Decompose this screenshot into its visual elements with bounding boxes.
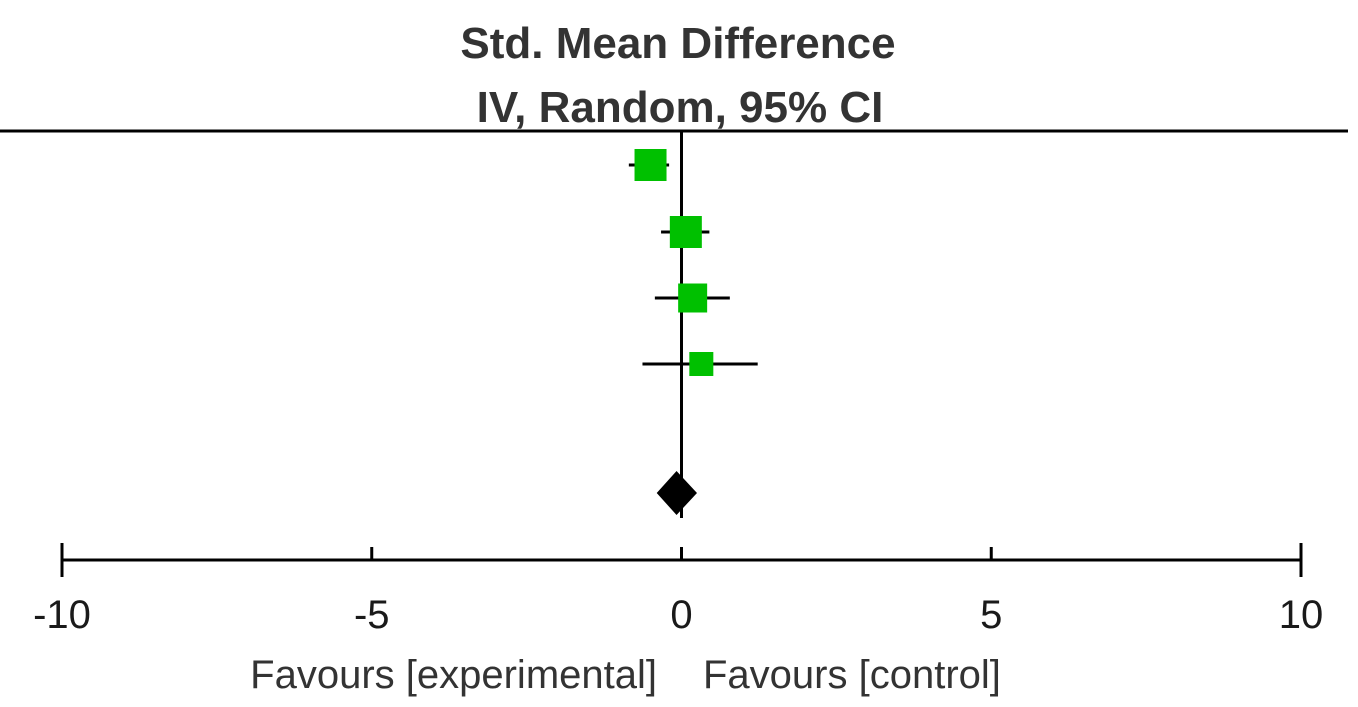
- study-marker: [689, 352, 714, 376]
- x-tick-label: 5: [980, 593, 1002, 637]
- x-tick-label: 0: [670, 593, 692, 637]
- pooled-diamond: [656, 471, 697, 515]
- x-tick-label: 10: [1279, 593, 1324, 637]
- study-marker: [669, 216, 702, 248]
- x-tick-label: -5: [354, 593, 390, 637]
- favours-right-label: Favours [control]: [703, 653, 1001, 697]
- study-marker: [678, 283, 708, 313]
- study-marker: [634, 149, 667, 181]
- header-line-2: IV, Random, 95% CI: [477, 83, 884, 132]
- favours-left-label: Favours [experimental]: [250, 653, 657, 697]
- plot-area: -10 -5 0 5 10: [33, 131, 1323, 637]
- header-line-1: Std. Mean Difference: [460, 19, 895, 68]
- x-tick-label: -10: [33, 593, 91, 637]
